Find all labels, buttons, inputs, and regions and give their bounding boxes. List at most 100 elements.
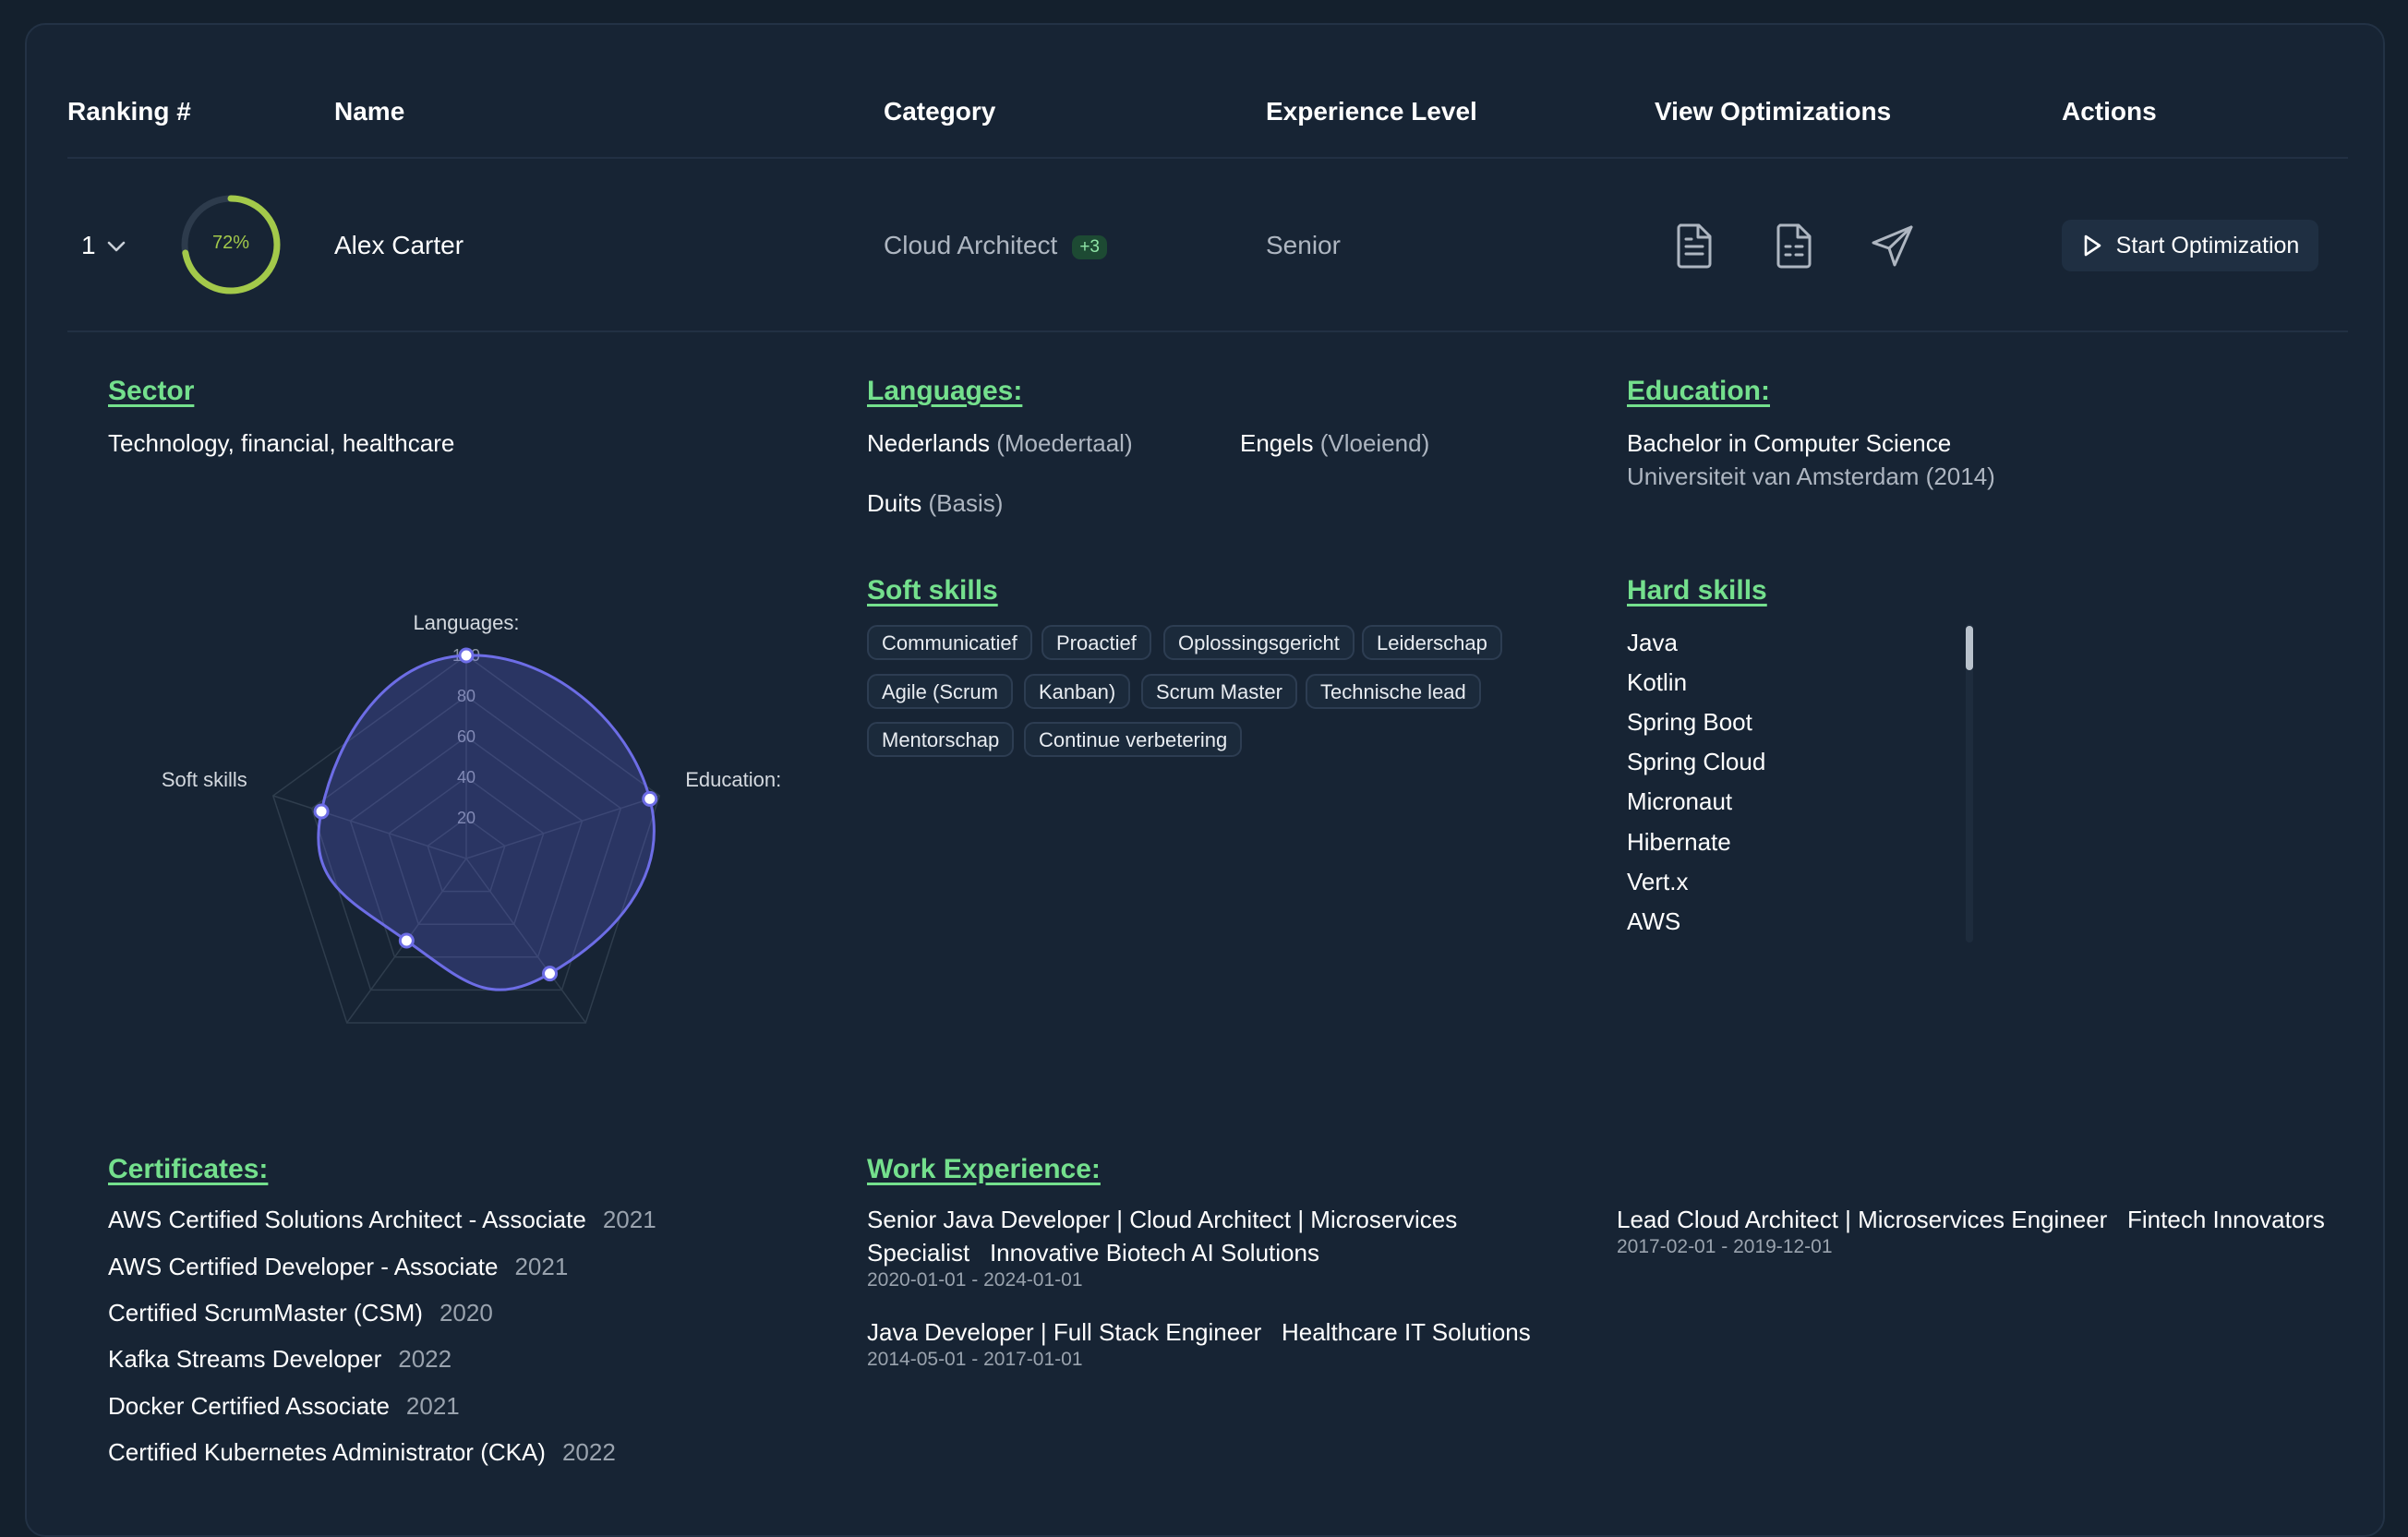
certificate-item: Certified ScrumMaster (CSM) 2020	[108, 1299, 493, 1327]
language-name: Nederlands	[867, 429, 990, 457]
education-degree: Bachelor in Computer Science	[1627, 429, 1952, 457]
view-spreadsheet-button[interactable]	[1768, 220, 1820, 271]
radar-data-point	[542, 966, 559, 982]
soft-skill-tag: Leiderschap	[1362, 625, 1502, 660]
radar-axis-line	[465, 858, 586, 1024]
certificate-year: 2022	[398, 1345, 452, 1373]
soft-skill-tag: Kanban)	[1024, 674, 1131, 709]
certificate-name: Certified ScrumMaster (CSM)	[108, 1299, 423, 1327]
start-optimization-label: Start Optimization	[2115, 232, 2300, 258]
hard-skill-item: Vert.x	[1627, 868, 1689, 895]
radar-grid-ring	[271, 654, 661, 1024]
header-actions: Actions	[2062, 97, 2157, 126]
certificate-name: Docker Certified Associate	[108, 1392, 390, 1420]
certificate-name: AWS Certified Solutions Architect - Asso…	[108, 1206, 586, 1233]
sector-title: Sector	[108, 376, 195, 406]
category-cell: Cloud Architect +3	[884, 231, 1107, 260]
send-button[interactable]	[1867, 220, 1919, 271]
certificate-year: 2021	[602, 1206, 656, 1233]
language-level: (Basis)	[928, 489, 1004, 517]
chevron-down-icon	[107, 241, 126, 252]
language-level: (Moedertaal)	[996, 429, 1133, 457]
certificate-item: AWS Certified Solutions Architect - Asso…	[108, 1206, 656, 1234]
work-role-text: Senior Java Developer | Cloud Architect …	[867, 1206, 1458, 1267]
category-extra-badge[interactable]: +3	[1072, 234, 1107, 259]
document-icon	[1677, 223, 1712, 269]
spreadsheet-icon	[1776, 223, 1812, 269]
header-experience-level[interactable]: Experience Level	[1266, 97, 1477, 126]
work-role-text: Lead Cloud Architect | Microservices Eng…	[1617, 1206, 2108, 1233]
language-level: (Vloeiend)	[1319, 429, 1430, 457]
hard-skills-scrollbar-thumb[interactable]	[1966, 626, 1973, 670]
work-item: Lead Cloud Architect | Microservices Eng…	[1617, 1203, 2325, 1258]
radar-axis-line	[272, 795, 467, 859]
radar-grid-ring	[427, 817, 506, 893]
radar-axis-label: Languages:	[414, 611, 520, 634]
header-ranking[interactable]: Ranking #	[67, 97, 191, 126]
send-icon	[1872, 225, 1913, 267]
start-optimization-button[interactable]: Start Optimization	[2062, 220, 2318, 271]
view-document-button[interactable]	[1668, 220, 1720, 271]
work-role: Java Developer | Full Stack Engineer Hea…	[867, 1315, 1531, 1349]
hard-skills-scrollbar-track[interactable]	[1966, 624, 1973, 943]
work-role: Lead Cloud Architect | Microservices Eng…	[1617, 1203, 2325, 1236]
hard-skill-item: Java	[1627, 629, 1678, 656]
soft-skills-title: Soft skills	[867, 575, 998, 606]
radar-data-point	[398, 932, 415, 949]
header-divider	[67, 157, 2348, 159]
candidate-name[interactable]: Alex Carter	[334, 231, 464, 259]
certificate-year: 2021	[405, 1392, 460, 1420]
certificate-item: Certified Kubernetes Administrator (CKA)…	[108, 1438, 616, 1467]
header-name[interactable]: Name	[334, 97, 405, 126]
soft-skill-tag: Oplossingsgericht	[1163, 625, 1354, 660]
work-company: Innovative Biotech AI Solutions	[989, 1239, 1319, 1267]
header-category[interactable]: Category	[884, 97, 996, 126]
radar-tick-label: 80	[457, 687, 476, 705]
certificate-item: Docker Certified Associate 2021	[108, 1392, 460, 1421]
work-dates: 2020-01-01 - 2024-01-01	[867, 1269, 1083, 1291]
category-label: Cloud Architect	[884, 231, 1058, 259]
hard-skill-item: Micronaut	[1627, 787, 1733, 815]
radar-axis-label: Education:	[685, 768, 781, 791]
certificate-name: AWS Certified Developer - Associate	[108, 1253, 499, 1280]
skills-radar-chart: 20406080100 Languages:Education:Experien…	[162, 611, 781, 1024]
hard-skill-item: Spring Cloud	[1627, 748, 1766, 775]
certificate-name: Kafka Streams Developer	[108, 1345, 382, 1373]
radar-data-point	[642, 790, 658, 807]
work-item: Senior Java Developer | Cloud Architect …	[867, 1203, 1495, 1291]
soft-skill-tag: Proactief	[1041, 625, 1151, 660]
certificate-item: Kafka Streams Developer 2022	[108, 1345, 452, 1374]
work-experience-title: Work Experience:	[867, 1154, 1101, 1184]
radar-tick-label: 40	[457, 768, 476, 787]
header-view-optimizations: View Optimizations	[1655, 97, 1892, 126]
certificate-year: 2021	[514, 1253, 569, 1280]
expand-row-toggle[interactable]	[103, 236, 129, 261]
certificates-title: Certificates:	[108, 1154, 269, 1184]
radar-grid-ring	[310, 695, 622, 991]
play-icon	[2084, 234, 2101, 257]
hard-skill-item: Kotlin	[1627, 668, 1688, 696]
radar-axis-line	[465, 795, 660, 859]
score-label: 72%	[211, 233, 250, 253]
sector-value: Technology, financial, healthcare	[108, 429, 455, 457]
certificate-year: 2022	[561, 1438, 616, 1466]
experience-level: Senior	[1266, 231, 1341, 259]
radar-tick-label: 20	[457, 809, 476, 827]
score-gauge: 72%	[180, 194, 282, 295]
languages-title: Languages:	[867, 376, 1023, 406]
soft-skill-tag: Continue verbetering	[1024, 722, 1243, 757]
rank-number: 1	[81, 231, 96, 259]
soft-skill-tag: Mentorschap	[867, 722, 1015, 757]
certificate-name: Certified Kubernetes Administrator (CKA)	[108, 1438, 546, 1466]
soft-skill-tag: Agile (Scrum	[867, 674, 1013, 709]
work-role-text: Java Developer | Full Stack Engineer	[867, 1318, 1262, 1346]
hard-skill-item: Spring Boot	[1627, 708, 1752, 736]
soft-skill-tag: Scrum Master	[1141, 674, 1297, 709]
soft-skill-tag: Communicatief	[867, 625, 1032, 660]
work-company: Fintech Innovators	[2127, 1206, 2325, 1233]
radar-grid-ring	[388, 776, 545, 925]
row-divider	[67, 330, 2348, 332]
education-school: Universiteit van Amsterdam (2014)	[1627, 462, 1995, 490]
hard-skills-title: Hard skills	[1627, 575, 1767, 606]
hard-skill-item: AWS	[1627, 907, 1681, 935]
